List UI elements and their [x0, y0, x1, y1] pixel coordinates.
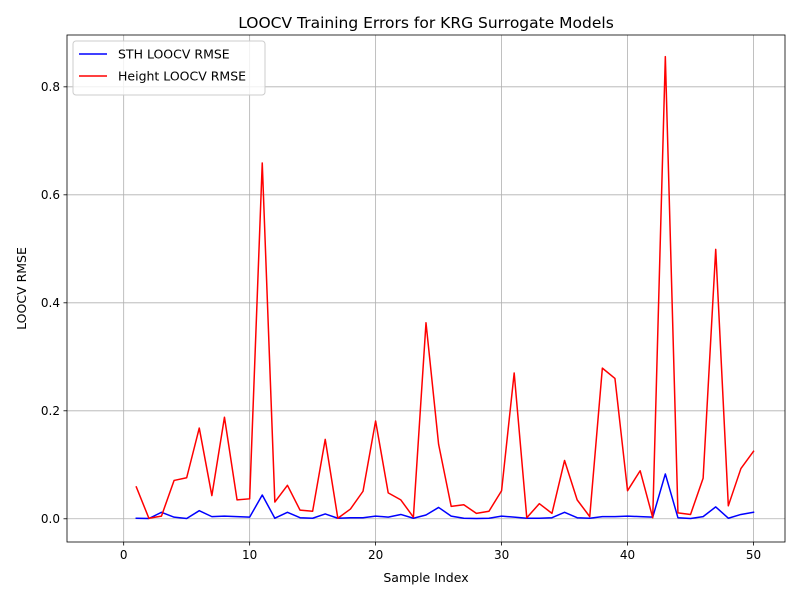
legend-box [72, 40, 266, 96]
y-tick-label: 0.6 [41, 188, 60, 202]
x-axis-label: Sample Index [383, 570, 468, 585]
y-axis-label: LOOCV RMSE [14, 247, 29, 330]
legend: STH LOOCV RMSE Height LOOCV RMSE [72, 40, 266, 96]
x-tick-label: 0 [120, 548, 128, 562]
y-tick-label: 0.0 [41, 512, 60, 526]
series-line-2 [135, 55, 755, 519]
series-line-1 [135, 473, 755, 520]
chart-title: LOOCV Training Errors for KRG Surrogate … [238, 14, 614, 32]
x-tick-label: 50 [746, 548, 761, 562]
plot-area-frame [66, 34, 786, 543]
x-tick-label: 10 [242, 548, 257, 562]
axis-ticks: 0 10 20 30 40 50 0.0 0.2 0.4 0.6 0.8 [41, 80, 761, 562]
legend-label: STH LOOCV RMSE [118, 47, 230, 62]
y-tick-label: 0.4 [41, 296, 60, 310]
legend-label: Height LOOCV RMSE [118, 69, 246, 84]
series-lines [135, 55, 755, 520]
y-tick-label: 0.8 [41, 80, 60, 94]
x-tick-label: 30 [494, 548, 509, 562]
y-tick-label: 0.2 [41, 404, 60, 418]
grid-lines [67, 35, 785, 542]
x-tick-label: 40 [620, 548, 635, 562]
x-tick-label: 20 [368, 548, 383, 562]
